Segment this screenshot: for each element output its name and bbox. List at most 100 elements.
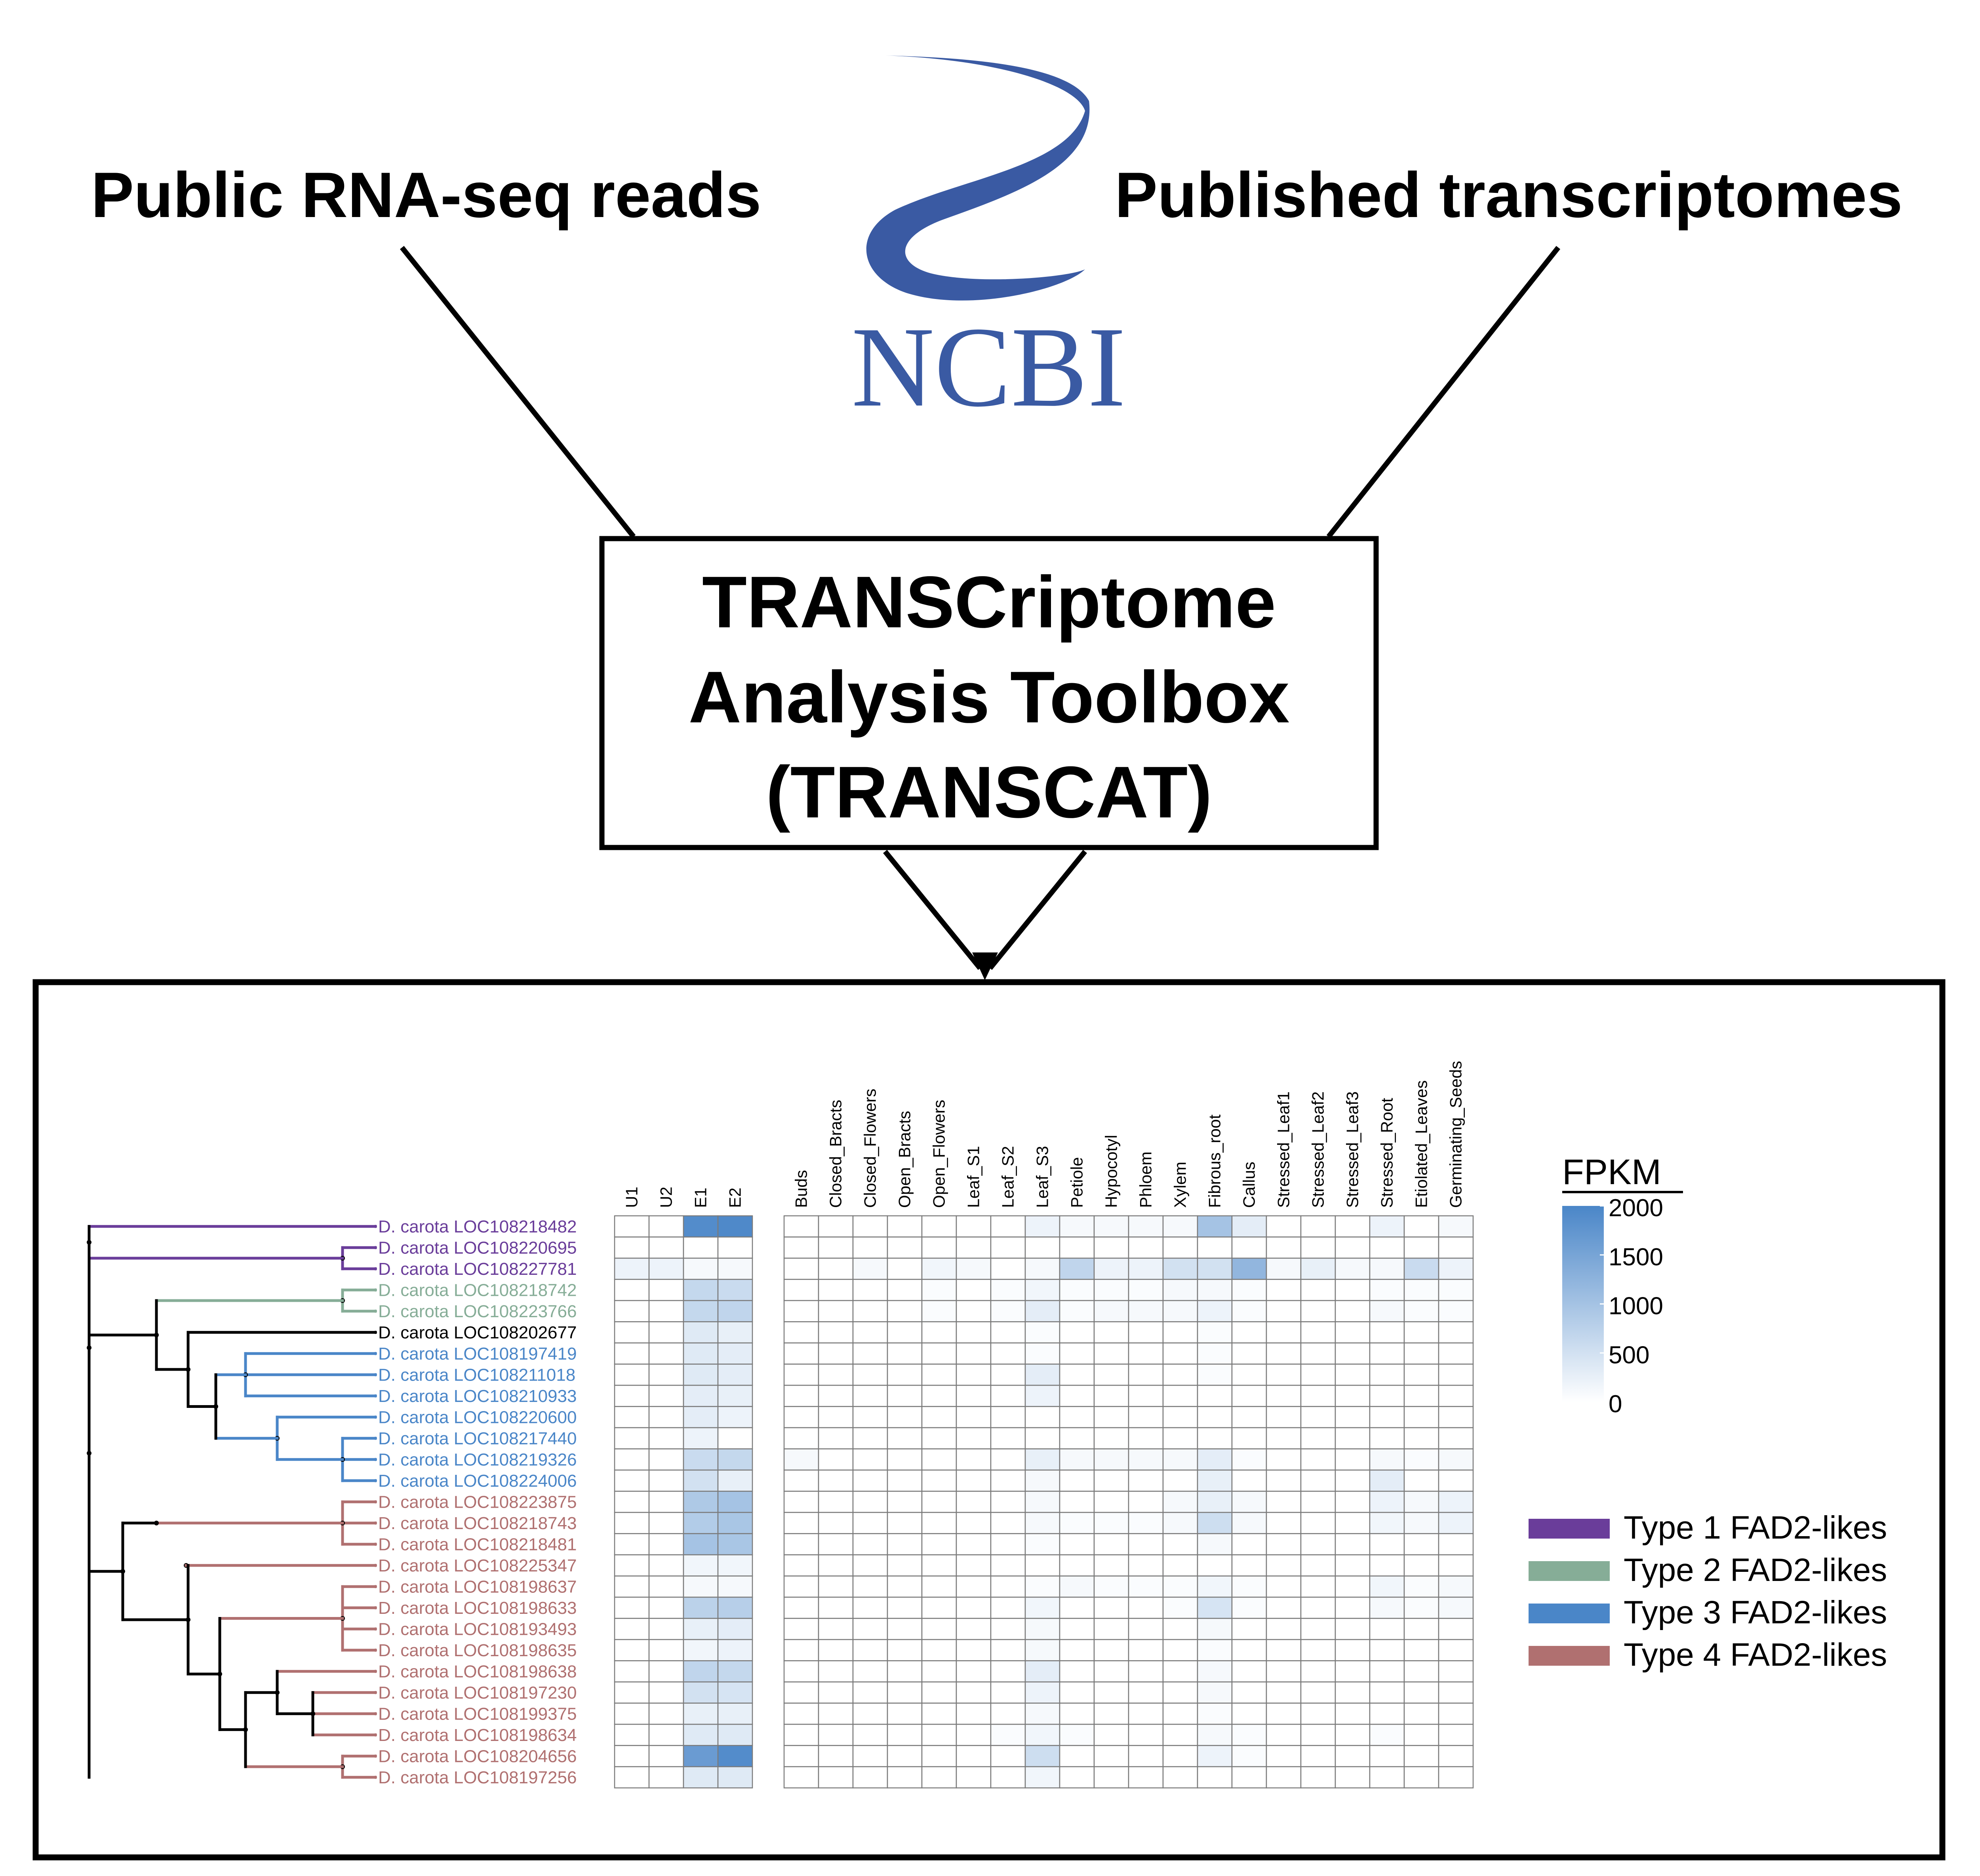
heatmap-cell [921,1364,957,1386]
heatmap-cell [956,1639,992,1661]
heatmap-cell [1403,1681,1439,1704]
heatmap-cell [1403,1257,1439,1280]
heatmap-cell [648,1406,684,1428]
heatmap-cell [1300,1575,1336,1598]
colorbar-tick-label: 1500 [1609,1244,1663,1271]
heatmap-cell [1300,1300,1336,1322]
heatmap-cell [1266,1766,1302,1788]
heatmap-cell [852,1321,888,1344]
heatmap-cell [1162,1406,1198,1428]
heatmap-cell [1403,1427,1439,1449]
heatmap-cell [1059,1342,1095,1365]
heatmap-cell [1093,1279,1129,1301]
heatmap-cell [1128,1660,1164,1683]
heatmap-cell [956,1215,992,1238]
heatmap-cell [852,1427,888,1449]
heatmap-cell [1369,1703,1405,1725]
heatmap-cell [783,1427,819,1449]
right-source-label: Published transcriptomes [1115,159,1903,231]
heatmap-cell [614,1406,650,1428]
heatmap-cell [1093,1491,1129,1513]
heatmap-cell [1093,1766,1129,1788]
heatmap-cell [921,1406,957,1428]
heatmap-cell [1231,1385,1267,1407]
heatmap-cell [1266,1596,1302,1619]
heatmap-cell [1438,1342,1474,1365]
heatmap-cell [683,1724,719,1746]
heatmap-cell [614,1364,650,1386]
heatmap-cell [614,1724,650,1746]
heatmap-cell [1438,1639,1474,1661]
heatmap-cell [921,1215,957,1238]
heatmap-cell [956,1257,992,1280]
heatmap-cell [683,1427,719,1449]
heatmap-cell [956,1279,992,1301]
heatmap-cell [1197,1300,1233,1322]
column-label: Closed_Bracts [826,1100,845,1208]
heatmap-cell [648,1766,684,1788]
heatmap-cell [990,1300,1026,1322]
heatmap-cell [614,1681,650,1704]
leaf-tip [374,1458,377,1461]
heatmap-cell [614,1321,650,1344]
column-label: E2 [726,1188,744,1208]
heatmap-cell [1093,1512,1129,1534]
heatmap-cell [818,1745,854,1767]
heatmap-cell [921,1745,957,1767]
heatmap-cell [818,1300,854,1322]
heatmap-cell [1266,1406,1302,1428]
heatmap-cell [956,1512,992,1534]
heatmap-cell [1403,1703,1439,1725]
heatmap-cell [852,1533,888,1556]
heatmap-cell [1059,1575,1095,1598]
heatmap-cell [921,1554,957,1577]
heatmap-cell [1197,1427,1233,1449]
heatmap-cell [1403,1724,1439,1746]
heatmap-cell [1369,1618,1405,1640]
heatmap-cell [1128,1745,1164,1767]
heatmap-cell [1197,1236,1233,1259]
heatmap-cell [1197,1639,1233,1661]
heatmap-cell [1197,1406,1233,1428]
gene-label: D. carota LOC108211018 [378,1365,575,1385]
heatmap-cell [614,1491,650,1513]
heatmap-cell [1403,1745,1439,1767]
heatmap-cell [1093,1300,1129,1322]
heatmap-cell [717,1554,753,1577]
heatmap-cell [990,1618,1026,1640]
heatmap-cell [1438,1575,1474,1598]
heatmap-cell [1024,1257,1060,1280]
heatmap-cell [1059,1639,1095,1661]
heatmap-cell [1231,1236,1267,1259]
heatmap-cell [683,1618,719,1640]
heatmap-cell [1403,1575,1439,1598]
heatmap-cell [1369,1491,1405,1513]
heatmap-cell [683,1575,719,1598]
column-label: Phloem [1137,1152,1155,1208]
heatmap-cell [852,1279,888,1301]
heatmap-cell [648,1364,684,1386]
gene-label: D. carota LOC108220600 [378,1407,577,1427]
heatmap-cell [1197,1554,1233,1577]
heatmap-cell [1024,1236,1060,1259]
heatmap-cell [956,1766,992,1788]
heatmap-cell [783,1575,819,1598]
heatmap-cell [1403,1279,1439,1301]
heatmap-cell [921,1512,957,1534]
heatmap-cell [717,1639,753,1661]
heatmap-cell [614,1575,650,1598]
gene-label: D. carota LOC108224006 [378,1471,577,1491]
heatmap-cell [1024,1660,1060,1683]
heatmap-cell [683,1215,719,1238]
heatmap-cell [1093,1596,1129,1619]
heatmap-cell [648,1236,684,1259]
arrow-to-results-b [988,849,1087,970]
heatmap-cell [1266,1639,1302,1661]
heatmap-cell [1093,1236,1129,1259]
heatmap-cell [1266,1681,1302,1704]
heatmap-cell [818,1236,854,1259]
heatmap-cell [1231,1469,1267,1492]
gene-labels: D. carota LOC108218482 D. carota LOC10822… [374,1217,577,1787]
heatmap-cell [956,1596,992,1619]
heatmap-cell [1128,1491,1164,1513]
